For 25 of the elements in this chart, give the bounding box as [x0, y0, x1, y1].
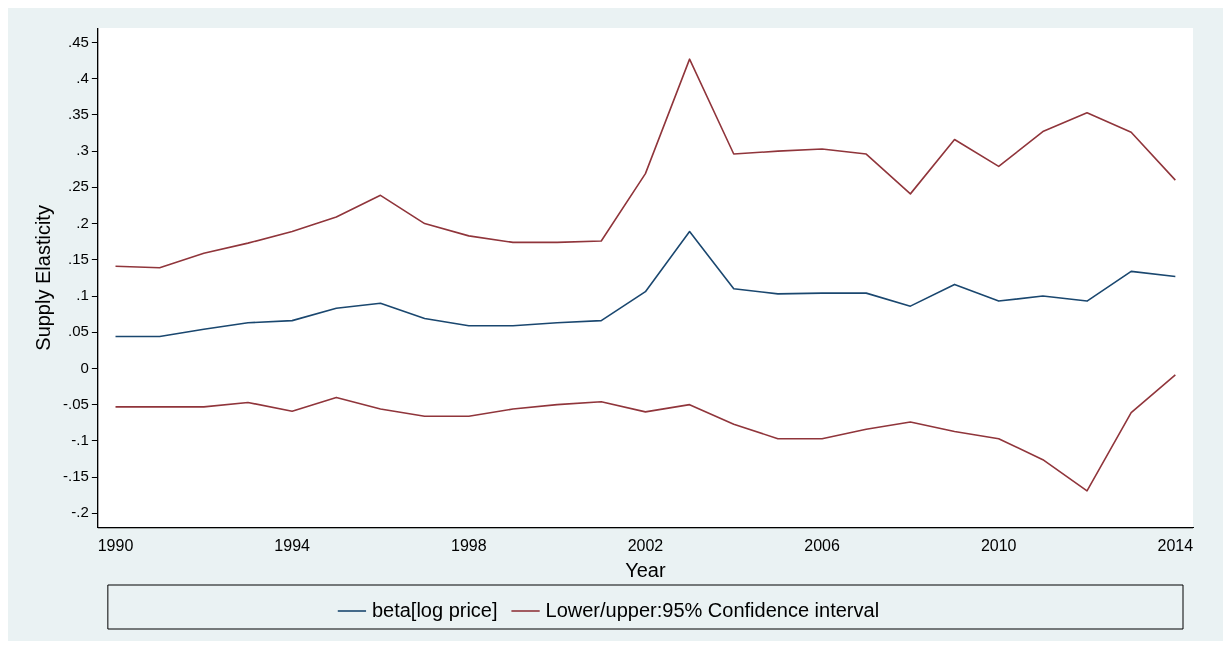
y-tick-label: .05 [67, 322, 89, 340]
x-axis-title: Year [625, 558, 666, 581]
x-tick-label: 2006 [804, 536, 840, 554]
y-tick-label: -.2 [71, 503, 89, 521]
x-tick-label: 1994 [274, 536, 311, 554]
y-tick-label: .4 [76, 68, 89, 86]
x-tick-label: 2002 [627, 536, 664, 554]
y-tick-label: .3 [76, 141, 89, 159]
x-tick-label: 1998 [450, 536, 487, 554]
y-tick-label: -.15 [62, 467, 89, 485]
y-tick-label: -.05 [62, 394, 89, 412]
legend-label: Lower/upper:95% Confidence interval [545, 598, 880, 621]
y-tick-label: .1 [76, 286, 89, 304]
y-tick-label: 0 [80, 358, 89, 376]
y-tick-label: .35 [67, 105, 89, 123]
x-tick-label: 1990 [97, 536, 134, 554]
y-tick-label: -.1 [71, 431, 89, 449]
y-tick-label: .2 [76, 213, 89, 231]
y-axis-title: Supply Elasticity [31, 205, 54, 351]
y-tick-label: .45 [67, 32, 89, 50]
y-tick-label: .25 [67, 177, 89, 195]
legend-label: beta[log price] [371, 598, 498, 621]
y-tick-label: .15 [67, 249, 89, 267]
x-tick-label: 2010 [980, 536, 1017, 554]
x-tick-label: 2014 [1157, 536, 1194, 554]
